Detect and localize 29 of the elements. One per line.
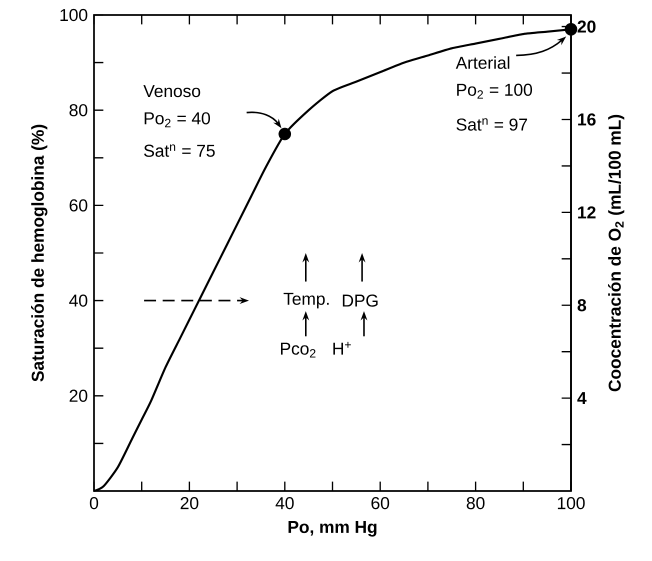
y2-tick-label: 16 [578,113,596,126]
y-tick-label: 80 [70,104,88,116]
annotation: Po$_{2}$ = 40 [144,112,210,128]
y-tick-label: 20 [70,390,88,402]
annotation: Sat$^{n}$ = 75 [144,144,215,157]
y2-tick-label: 4 [577,392,587,404]
x-tick-label: 80 [466,497,485,510]
annotation: H$^{+}$ [333,342,351,355]
annotation: Venoso [143,85,200,98]
x-tick-label: 40 [276,497,294,510]
x-tick-label: 60 [371,497,390,510]
x-tick-label: 100 [558,497,585,510]
annotation: Po$_{2}$ = 100 [457,84,532,99]
annotation: Pco$_{2}$ [281,342,316,358]
annotation: DPG [342,294,378,307]
x-tick-label: 0 [90,497,98,510]
y2-tick-label: 20 [578,20,596,33]
y-tick-label: 100 [60,8,88,22]
y-axis-title: Saturación de hemoglobina (%) [31,124,48,382]
x-axis-title: Po, mm Hg [288,521,376,537]
y2-tick-label: 12 [578,206,596,218]
annotation: Arterial [456,56,510,69]
y-tick-label: 60 [70,199,88,212]
x-tick-label: 20 [180,497,198,510]
annotation: Temp. [284,292,329,308]
annotation: Sat$^{n}$ = 97 [456,118,528,131]
y2-axis-title: Coocentración de O$_{2}$ (mL/100 mL) [608,114,624,392]
y-tick-label: 40 [69,294,88,307]
y2-tick-label: 8 [578,299,586,312]
